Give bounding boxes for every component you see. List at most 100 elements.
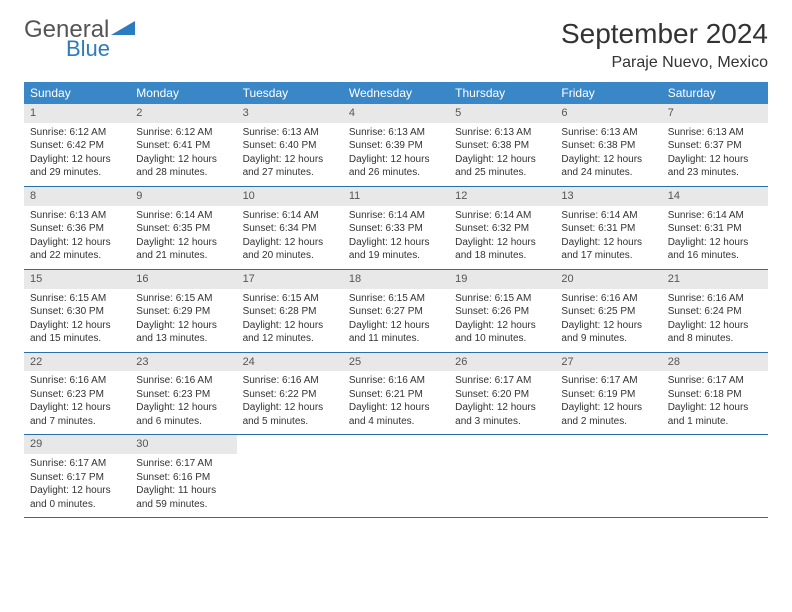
calendar-day: 25Sunrise: 6:16 AMSunset: 6:21 PMDayligh… [343,353,449,435]
day-body: Sunrise: 6:14 AMSunset: 6:31 PMDaylight:… [662,206,768,269]
calendar-day: 16Sunrise: 6:15 AMSunset: 6:29 PMDayligh… [130,270,236,352]
logo-triangle-icon [111,19,137,41]
sunrise-line: Sunrise: 6:14 AM [668,209,762,223]
sunrise-line: Sunrise: 6:16 AM [349,374,443,388]
day-body: Sunrise: 6:17 AMSunset: 6:19 PMDaylight:… [555,371,661,434]
day-body: Sunrise: 6:17 AMSunset: 6:18 PMDaylight:… [662,371,768,434]
day-body: Sunrise: 6:12 AMSunset: 6:42 PMDaylight:… [24,123,130,186]
sunset-line: Sunset: 6:40 PM [243,139,337,153]
daylight-line: Daylight: 12 hours and 23 minutes. [668,153,762,180]
day-body: Sunrise: 6:13 AMSunset: 6:36 PMDaylight:… [24,206,130,269]
calendar-day: 29Sunrise: 6:17 AMSunset: 6:17 PMDayligh… [24,435,130,517]
day-body: Sunrise: 6:15 AMSunset: 6:27 PMDaylight:… [343,289,449,352]
sunset-line: Sunset: 6:38 PM [455,139,549,153]
col-thursday: Thursday [449,82,555,104]
day-number: 17 [237,270,343,289]
col-wednesday: Wednesday [343,82,449,104]
sunrise-line: Sunrise: 6:17 AM [30,457,124,471]
daylight-line: Daylight: 12 hours and 27 minutes. [243,153,337,180]
sunrise-line: Sunrise: 6:15 AM [30,292,124,306]
day-body: Sunrise: 6:16 AMSunset: 6:22 PMDaylight:… [237,371,343,434]
calendar-day: 9Sunrise: 6:14 AMSunset: 6:35 PMDaylight… [130,187,236,269]
day-body: Sunrise: 6:13 AMSunset: 6:38 PMDaylight:… [555,123,661,186]
sunrise-line: Sunrise: 6:14 AM [455,209,549,223]
calendar-day: 21Sunrise: 6:16 AMSunset: 6:24 PMDayligh… [662,270,768,352]
day-number: 30 [130,435,236,454]
calendar-day: 17Sunrise: 6:15 AMSunset: 6:28 PMDayligh… [237,270,343,352]
day-number: 22 [24,353,130,372]
sunrise-line: Sunrise: 6:16 AM [243,374,337,388]
sunset-line: Sunset: 6:23 PM [30,388,124,402]
col-monday: Monday [130,82,236,104]
sunrise-line: Sunrise: 6:17 AM [455,374,549,388]
title-block: September 2024 Paraje Nuevo, Mexico [561,18,768,72]
daylight-line: Daylight: 12 hours and 12 minutes. [243,319,337,346]
calendar-day: 19Sunrise: 6:15 AMSunset: 6:26 PMDayligh… [449,270,555,352]
sunrise-line: Sunrise: 6:13 AM [561,126,655,140]
logo-text-blue: Blue [66,38,110,60]
sunrise-line: Sunrise: 6:14 AM [561,209,655,223]
sunset-line: Sunset: 6:38 PM [561,139,655,153]
day-number: 14 [662,187,768,206]
calendar-day-empty [662,435,768,517]
day-number: 15 [24,270,130,289]
calendar-day: 3 Sunrise: 6:13 AMSunset: 6:40 PMDaylight… [237,104,343,186]
sunrise-line: Sunrise: 6:16 AM [668,292,762,306]
sunrise-line: Sunrise: 6:16 AM [30,374,124,388]
day-body: Sunrise: 6:16 AMSunset: 6:23 PMDaylight:… [130,371,236,434]
day-number: 3 [237,104,343,123]
calendar-week: 15Sunrise: 6:15 AMSunset: 6:30 PMDayligh… [24,270,768,353]
sunrise-line: Sunrise: 6:17 AM [136,457,230,471]
calendar-day: 8Sunrise: 6:13 AMSunset: 6:36 PMDaylight… [24,187,130,269]
sunrise-line: Sunrise: 6:13 AM [243,126,337,140]
daylight-line: Daylight: 12 hours and 1 minute. [668,401,762,428]
day-number: 5 [449,104,555,123]
calendar-day: 12Sunrise: 6:14 AMSunset: 6:32 PMDayligh… [449,187,555,269]
day-body: Sunrise: 6:13 AMSunset: 6:37 PMDaylight:… [662,123,768,186]
daylight-line: Daylight: 12 hours and 6 minutes. [136,401,230,428]
calendar-day: 26Sunrise: 6:17 AMSunset: 6:20 PMDayligh… [449,353,555,435]
calendar-day: 20Sunrise: 6:16 AMSunset: 6:25 PMDayligh… [555,270,661,352]
sunset-line: Sunset: 6:37 PM [668,139,762,153]
calendar-day: 13Sunrise: 6:14 AMSunset: 6:31 PMDayligh… [555,187,661,269]
sunrise-line: Sunrise: 6:17 AM [561,374,655,388]
calendar-day-empty [555,435,661,517]
sunset-line: Sunset: 6:36 PM [30,222,124,236]
sunset-line: Sunset: 6:31 PM [561,222,655,236]
calendar-day: 18Sunrise: 6:15 AMSunset: 6:27 PMDayligh… [343,270,449,352]
daylight-line: Daylight: 12 hours and 3 minutes. [455,401,549,428]
sunset-line: Sunset: 6:33 PM [349,222,443,236]
calendar-day: 30Sunrise: 6:17 AMSunset: 6:16 PMDayligh… [130,435,236,517]
calendar-day-empty [343,435,449,517]
calendar-week: 29Sunrise: 6:17 AMSunset: 6:17 PMDayligh… [24,435,768,518]
sunrise-line: Sunrise: 6:15 AM [243,292,337,306]
calendar-day: 5Sunrise: 6:13 AMSunset: 6:38 PMDaylight… [449,104,555,186]
day-body: Sunrise: 6:14 AMSunset: 6:32 PMDaylight:… [449,206,555,269]
day-number: 20 [555,270,661,289]
sunrise-line: Sunrise: 6:17 AM [668,374,762,388]
calendar-week: 22Sunrise: 6:16 AMSunset: 6:23 PMDayligh… [24,353,768,436]
sunrise-line: Sunrise: 6:15 AM [455,292,549,306]
sunset-line: Sunset: 6:23 PM [136,388,230,402]
daylight-line: Daylight: 12 hours and 7 minutes. [30,401,124,428]
daylight-line: Daylight: 12 hours and 19 minutes. [349,236,443,263]
sunset-line: Sunset: 6:19 PM [561,388,655,402]
sunset-line: Sunset: 6:17 PM [30,471,124,485]
day-number: 12 [449,187,555,206]
sunrise-line: Sunrise: 6:14 AM [243,209,337,223]
day-body: Sunrise: 6:16 AMSunset: 6:25 PMDaylight:… [555,289,661,352]
month-title: September 2024 [561,18,768,50]
day-number: 8 [24,187,130,206]
day-body: Sunrise: 6:12 AMSunset: 6:41 PMDaylight:… [130,123,236,186]
daylight-line: Daylight: 12 hours and 26 minutes. [349,153,443,180]
daylight-line: Daylight: 12 hours and 13 minutes. [136,319,230,346]
calendar-day: 14Sunrise: 6:14 AMSunset: 6:31 PMDayligh… [662,187,768,269]
calendar-header-row: Sunday Monday Tuesday Wednesday Thursday… [24,82,768,104]
daylight-line: Daylight: 11 hours and 59 minutes. [136,484,230,511]
daylight-line: Daylight: 12 hours and 8 minutes. [668,319,762,346]
daylight-line: Daylight: 12 hours and 25 minutes. [455,153,549,180]
day-number: 16 [130,270,236,289]
calendar-day: 4Sunrise: 6:13 AMSunset: 6:39 PMDaylight… [343,104,449,186]
sunrise-line: Sunrise: 6:14 AM [136,209,230,223]
sunset-line: Sunset: 6:18 PM [668,388,762,402]
